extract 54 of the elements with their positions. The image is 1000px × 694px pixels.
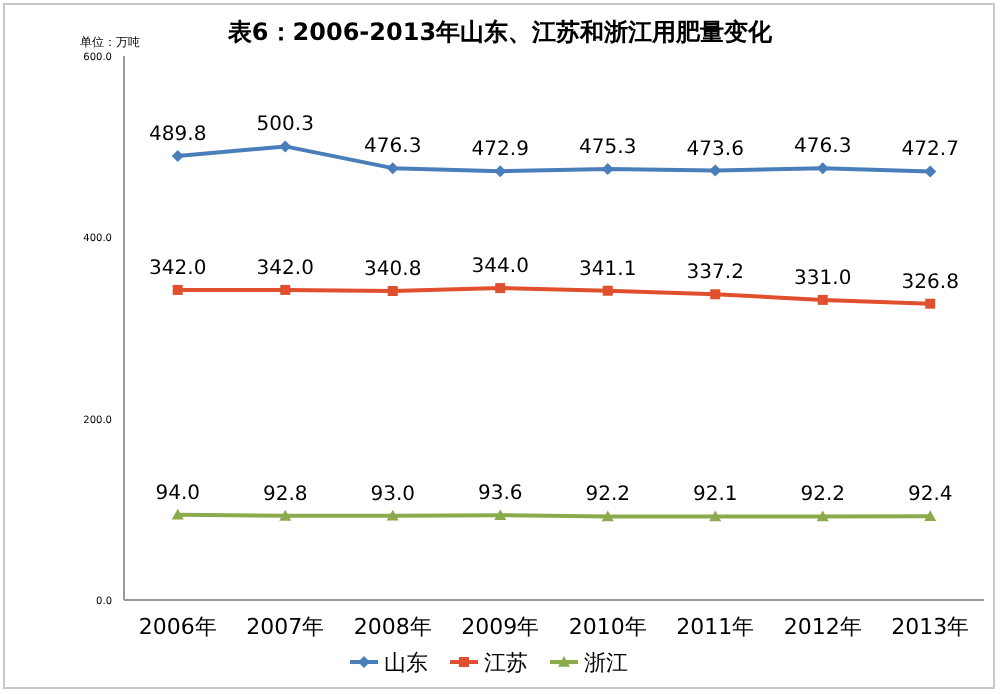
data-label: 476.3 (364, 136, 422, 159)
point (386, 509, 399, 521)
data-label: 92.2 (800, 484, 846, 507)
point (171, 508, 184, 520)
x-tick-label: 2006年 (138, 614, 217, 640)
point (494, 509, 507, 520)
data-label: 331.0 (794, 267, 852, 290)
point (387, 286, 398, 297)
data-label: 341.1 (579, 258, 637, 281)
data-label: 93.0 (370, 483, 416, 506)
data-label: 344.0 (471, 256, 529, 279)
x-tick-label: 2010年 (568, 614, 647, 640)
point (280, 284, 291, 295)
legend-label: 山东 (384, 650, 428, 676)
point (602, 285, 613, 296)
data-label: 92.4 (907, 484, 953, 507)
data-label: 500.3 (256, 114, 314, 137)
point (495, 283, 506, 294)
x-tick-label: 2007年 (246, 614, 325, 640)
data-label: 475.3 (579, 137, 637, 160)
point (601, 510, 614, 522)
data-label: 94.0 (155, 482, 201, 505)
point (924, 510, 937, 522)
x-tick-label: 2013年 (891, 614, 970, 640)
point (171, 149, 184, 162)
x-tick-label: 2008年 (353, 614, 432, 640)
legend-label: 江苏 (484, 650, 528, 676)
point (386, 162, 399, 175)
data-label: 472.9 (471, 139, 529, 162)
data-label: 92.2 (585, 484, 631, 507)
point (709, 510, 722, 522)
data-label: 92.8 (262, 483, 308, 506)
data-label: 472.7 (901, 139, 959, 162)
data-label: 489.8 (149, 123, 207, 146)
data-label: 326.8 (901, 271, 959, 294)
data-label: 92.1 (692, 484, 738, 507)
data-label: 342.0 (256, 257, 314, 280)
point (279, 509, 292, 521)
data-label: 340.8 (364, 259, 422, 282)
x-tick-label: 2009年 (461, 614, 540, 640)
x-tick-label: 2011年 (676, 614, 755, 640)
point (710, 289, 721, 300)
x-tick-label: 2012年 (783, 614, 862, 640)
point (816, 510, 829, 522)
data-label: 473.6 (686, 138, 744, 161)
data-label: 476.3 (794, 136, 852, 159)
data-label: 93.6 (477, 483, 523, 506)
point (817, 294, 828, 305)
chart-title: 表6：2006-2013年山东、江苏和浙江用肥量变化 (225, 18, 775, 46)
point (172, 284, 183, 295)
data-label: 337.2 (686, 262, 744, 285)
data-label: 342.0 (149, 257, 207, 280)
legend-label: 浙江 (584, 650, 628, 676)
point (925, 298, 936, 309)
